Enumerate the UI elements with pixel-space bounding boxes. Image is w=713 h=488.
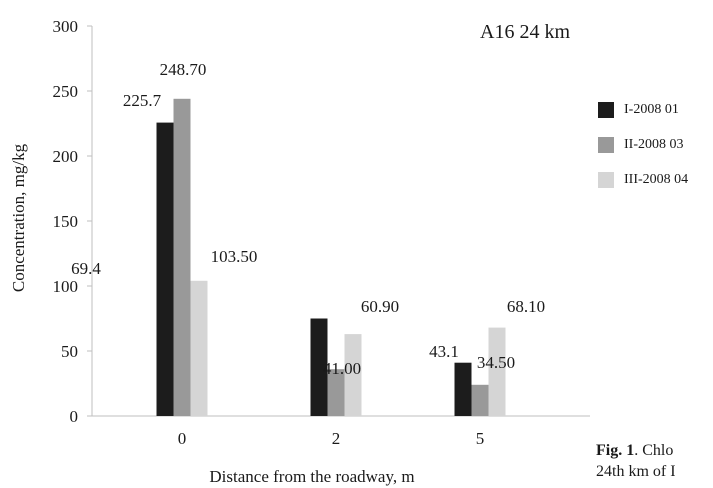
bar (471, 384, 489, 416)
y-tick-label: 250 (53, 82, 79, 101)
y-tick-label: 200 (53, 147, 79, 166)
data-label: 225.7 (123, 91, 162, 110)
legend: I-2008 01 II-2008 03 III-2008 04 (598, 92, 688, 197)
data-label: 34.50 (477, 353, 515, 372)
bar (344, 334, 362, 416)
data-labels-group: 225.7 69.4 43.1 248.70 41.00 34.50 103.50 60.90… (71, 60, 545, 378)
data-label: 68.10 (507, 297, 545, 316)
y-tick-label: 50 (61, 342, 78, 361)
legend-item: II-2008 03 (598, 127, 688, 162)
bar (327, 369, 345, 416)
data-label: 103.50 (211, 247, 258, 266)
bar (190, 280, 208, 416)
y-tick-label: 0 (70, 407, 79, 426)
data-label: 60.90 (361, 297, 399, 316)
y-tick-label: 300 (53, 17, 79, 36)
x-tick-label: 0 (178, 429, 187, 448)
axes: 0 50 100 150 200 250 300 0 2 5 (53, 17, 590, 448)
bar (488, 327, 506, 416)
x-tick-label: 2 (332, 429, 341, 448)
legend-swatch (598, 171, 614, 188)
x-tick-label: 5 (476, 429, 485, 448)
chart-title: A16 24 km (480, 21, 570, 43)
caption-prefix: Fig. 1 (596, 442, 635, 459)
bar (156, 122, 174, 416)
y-axis-label: Concentration, mg/kg (9, 143, 28, 292)
data-label: 69.4 (71, 259, 101, 278)
figure-caption: Fig. 1. Chlo 24th km of I (596, 440, 676, 482)
legend-item: III-2008 04 (598, 162, 688, 197)
y-tick-label: 100 (53, 277, 79, 296)
bars-group (156, 98, 506, 417)
data-label: 41.00 (323, 359, 361, 378)
bar (454, 362, 472, 416)
data-label: 43.1 (429, 342, 459, 361)
legend-label: I-2008 01 (624, 101, 679, 117)
legend-swatch (598, 101, 614, 118)
legend-item: I-2008 01 (598, 92, 688, 127)
data-label: 248.70 (160, 60, 207, 79)
legend-label: II-2008 03 (624, 136, 684, 152)
legend-label: III-2008 04 (624, 171, 689, 187)
x-axis-label: Distance from the roadway, m (209, 467, 414, 486)
bar (173, 98, 191, 417)
bar (310, 318, 328, 416)
caption-line-1: . Chlo (634, 442, 674, 459)
legend-swatch (598, 136, 614, 153)
y-tick-label: 150 (53, 212, 79, 231)
caption-line-2: 24th km of I (596, 463, 676, 480)
